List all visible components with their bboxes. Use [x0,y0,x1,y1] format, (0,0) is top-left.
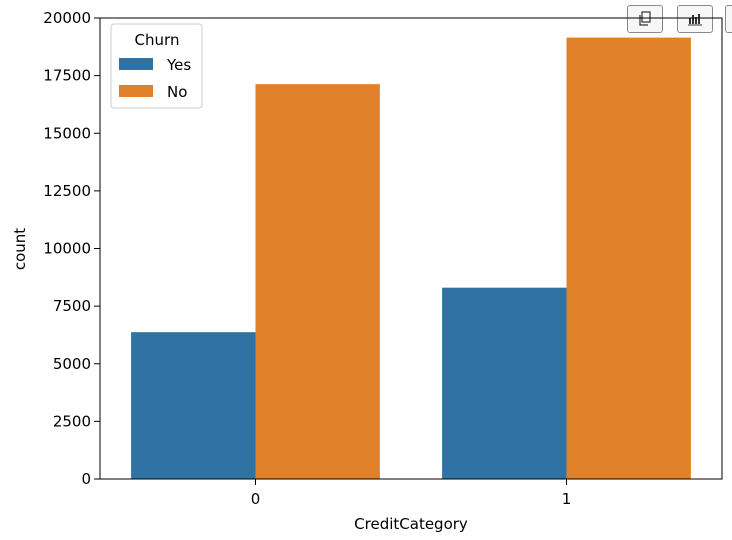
y-axis-label: count [11,228,29,270]
x-axis-label: CreditCategory [354,515,468,533]
y-tick-label: 5000 [53,355,91,373]
bar-yes-0 [131,332,256,479]
legend-label-no: No [167,83,187,101]
x-tick-label: 0 [251,490,261,508]
legend: Churn Yes No [110,23,203,109]
bar-no-1 [566,37,691,479]
copy-button[interactable] [627,5,663,33]
legend-swatch-no [119,85,153,97]
bar-yes-1 [442,287,567,479]
y-tick-label: 0 [81,470,91,488]
legend-title: Churn [135,31,180,49]
y-tick-label: 2500 [53,412,91,430]
bars-layer [131,37,691,479]
y-tick-label: 20000 [43,9,91,27]
y-tick-label: 15000 [43,124,91,142]
legend-swatch-yes [119,58,153,70]
chart-view-button[interactable] [677,5,713,33]
y-tick-label: 7500 [53,297,91,315]
y-tick-label: 17500 [43,67,91,85]
y-axis: 0 2500 5000 7500 10000 12500 15000 17500 20000 [43,9,100,488]
y-tick-label: 12500 [43,182,91,200]
y-tick-label: 10000 [43,240,91,258]
legend-label-yes: Yes [166,56,191,74]
x-tick-label: 1 [562,490,572,508]
bar-no-0 [255,84,380,479]
bar-chart-icon [687,12,703,26]
more-button[interactable] [725,5,732,33]
